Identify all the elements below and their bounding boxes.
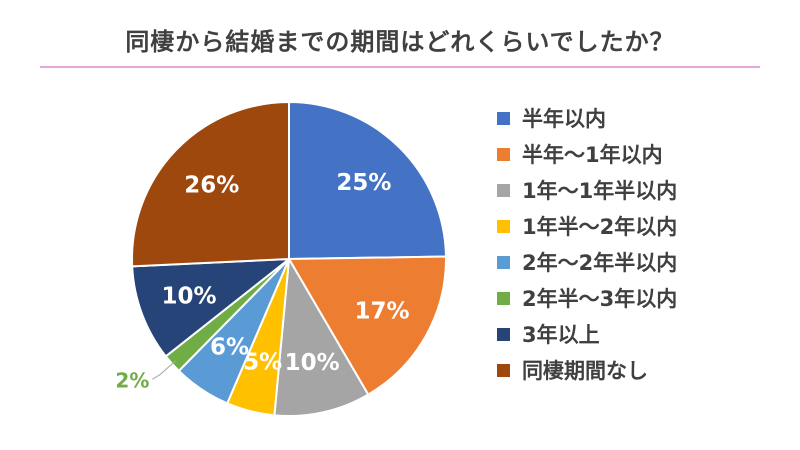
legend-swatch [497, 291, 510, 305]
legend-item: 1年半～2年以内 [497, 208, 677, 244]
pie-slice [131, 100, 290, 268]
legend-swatch [497, 255, 510, 269]
slice-data-label: 6% [210, 335, 249, 361]
legend-item: 同棲期間なし [497, 352, 677, 388]
pie-slice [131, 257, 293, 358]
legend-swatch [497, 327, 510, 341]
legend-label: 半年～1年以内 [522, 143, 663, 167]
pie-slice [288, 100, 447, 261]
legend-label: 1年～1年半以内 [522, 179, 678, 203]
slice-data-label: 26% [184, 172, 239, 198]
legend-item: 1年～1年半以内 [497, 172, 677, 208]
title-underline [40, 66, 760, 68]
pie-slice [273, 255, 370, 417]
leader-line [152, 360, 176, 380]
legend-item: 半年以内 [497, 100, 677, 136]
legend-label: 半年以内 [522, 107, 606, 131]
slice-data-label: 5% [243, 350, 282, 376]
legend-swatch [497, 363, 510, 377]
legend-item: 2年～2年半以内 [497, 244, 677, 280]
slice-data-label: 10% [161, 283, 216, 309]
legend-swatch [497, 111, 510, 125]
legend-item: 2年半～3年以内 [497, 280, 677, 316]
chart-title: 同棲から結婚までの期間はどれくらいでしたか？ [125, 28, 675, 56]
legend-label: 3年以上 [522, 323, 600, 347]
legend-label: 2年半～3年以内 [522, 287, 678, 311]
legend-swatch [497, 219, 510, 233]
legend-swatch [497, 183, 510, 197]
legend-item: 半年～1年以内 [497, 136, 677, 172]
legend-label: 1年半～2年以内 [522, 215, 678, 239]
pie-slice [287, 255, 447, 396]
slice-data-label: 2% [115, 368, 149, 392]
slice-data-label: 10% [285, 350, 340, 376]
legend-swatch [497, 147, 510, 161]
chart-legend: 半年以内半年～1年以内 1年～1年半以内 1年半～2年以内 2年～2年半以内 2年半～3… [497, 100, 677, 388]
legend-label: 2年～2年半以内 [522, 251, 678, 275]
slice-data-label: 25% [336, 170, 391, 196]
slice-data-label: 17% [354, 298, 409, 324]
legend-item: 3年以上 [497, 316, 677, 352]
legend-label: 同棲期間なし [522, 359, 648, 383]
